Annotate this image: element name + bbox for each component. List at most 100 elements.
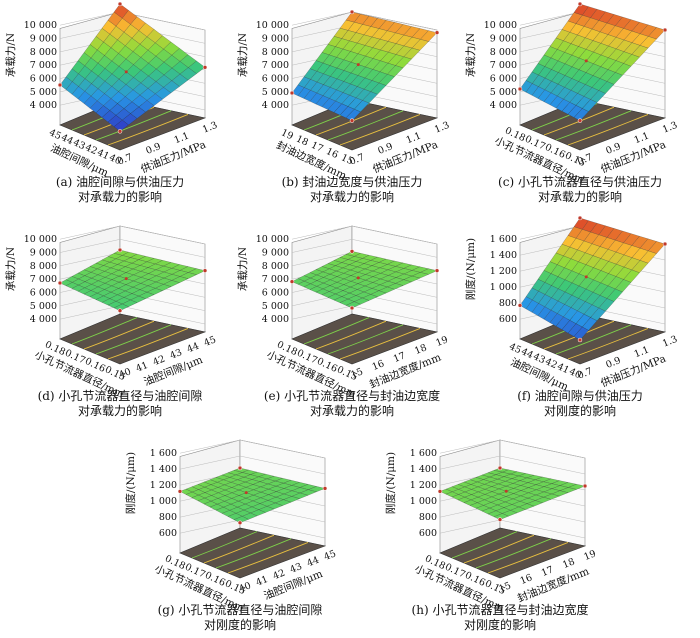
caption-b-line1: (b) 封油边宽度与供油压力 <box>281 175 423 189</box>
ztick-d-1: 5 000 <box>30 301 57 312</box>
ztick-a-0: 4 000 <box>30 100 57 111</box>
ztick-h-2: 1 000 <box>410 496 437 507</box>
center-point-f <box>584 275 588 279</box>
caption-f-line2: 对刚度的影响 <box>543 404 616 418</box>
right-tick-d-2: 42 <box>151 354 166 369</box>
ztick-g-3: 1 200 <box>150 480 177 491</box>
caption-h-line2: 对刚度的影响 <box>463 618 536 632</box>
panel-c: 4 000 5 000 6 000 7 000 8 000 9 000 10 000 承载力/… <box>464 1 679 187</box>
zgrid-left-d-6 <box>59 225 121 240</box>
zgrid-right-h-5 <box>499 439 586 459</box>
ztick-g-2: 1 000 <box>150 496 177 507</box>
floor-contour-g-2 <box>203 534 275 564</box>
surface-d <box>59 249 206 311</box>
right-tick-b-2: 1.1 <box>405 130 423 146</box>
ztick-f-0: 600 <box>499 314 517 325</box>
floor-d <box>59 313 207 365</box>
ztick-b-2: 6 000 <box>262 74 289 85</box>
ztick-c-6: 10 000 <box>484 20 517 31</box>
left-tick-a-4: 41 <box>95 147 111 162</box>
left-tick-b-1: 18 <box>294 133 310 148</box>
ztick-a-4: 8 000 <box>30 47 57 58</box>
ztick-a-2: 6 000 <box>30 74 57 85</box>
surface-h <box>439 467 586 520</box>
right-tick-d-4: 44 <box>185 341 200 356</box>
right-tick-b-0: 0.7 <box>348 152 366 168</box>
center-point-e <box>356 276 360 280</box>
corner-point-d-right <box>202 268 208 273</box>
caption-a-line2: 对承载力的影响 <box>77 190 162 204</box>
corner-point-a-left <box>57 82 63 88</box>
panel-e: 4 000 5 000 6 000 7 000 8 000 9 000 10 000 承载力/… <box>236 225 450 401</box>
floor-contour-e-3 <box>327 324 404 355</box>
caption-f: (f) 油腔间隙与供油压力 对刚度的影响 <box>460 389 700 419</box>
ztick-h-0: 600 <box>419 528 437 539</box>
corner-point-b-left <box>289 90 295 96</box>
zgrid-left-a-6 <box>59 11 121 26</box>
ztick-f-2: 1 000 <box>490 282 517 293</box>
ztick-f-5: 1 600 <box>490 234 517 245</box>
ztick-c-2: 6 000 <box>490 74 517 85</box>
corner-point-e-back <box>349 249 355 254</box>
corner-point-d-left <box>57 280 63 286</box>
right-tick-h-2: 17 <box>540 564 555 579</box>
ztick-e-0: 4 000 <box>262 314 289 325</box>
floor-e <box>291 313 439 365</box>
left-tick-a-2: 43 <box>71 137 87 152</box>
corner-point-b-right <box>434 30 440 35</box>
zgrid-left-h-0 <box>439 519 501 534</box>
ztick-b-6: 10 000 <box>256 20 289 31</box>
floor-contour-h-1 <box>451 531 518 559</box>
zgrid-left-g-5 <box>179 439 241 454</box>
right-tick-a-2: 1.1 <box>173 130 191 146</box>
ztick-d-5: 9 000 <box>30 248 57 259</box>
right-tick-g-2: 42 <box>271 568 286 583</box>
caption-a-line1: (a) 油腔间隙与供油压力 <box>55 175 185 189</box>
corner-point-g-front <box>237 520 243 526</box>
corner-point-d-back <box>117 247 123 253</box>
caption-c-line2: 对承载力的影响 <box>537 190 622 204</box>
corner-point-a-right <box>202 65 208 70</box>
center-point-g <box>244 491 248 495</box>
corner-point-b-back <box>349 9 355 15</box>
zgrid-right-h-0 <box>499 519 586 539</box>
zlabel-f: 刚度/(N/μm) <box>464 238 477 300</box>
right-tick-d-3: 43 <box>168 347 183 362</box>
left-tick-b-2: 17 <box>309 140 325 155</box>
floor-contour-h-3 <box>475 538 552 569</box>
corner-point-e-front <box>349 305 355 311</box>
right-tick-g-0: 40 <box>237 580 252 595</box>
zgrid-left-g-4 <box>179 455 241 470</box>
corner-point-b-front <box>349 118 355 123</box>
surface-c <box>519 3 666 121</box>
zlabel-b: 承载力/N <box>236 33 249 77</box>
floor-contour-c-2 <box>543 106 615 136</box>
right-tick-d-0: 40 <box>117 366 132 381</box>
center-point-h <box>504 489 508 493</box>
corner-point-a-front <box>117 129 123 134</box>
panel-d: 4 000 5 000 6 000 7 000 8 000 9 000 10 000 承载力/… <box>4 225 218 401</box>
ztick-b-0: 4 000 <box>262 100 289 111</box>
caption-b: (b) 封油边宽度与供油压力 对承载力的影响 <box>232 175 472 205</box>
corner-point-h-back <box>497 465 503 471</box>
ztick-e-2: 6 000 <box>262 288 289 299</box>
zlabel-d: 承载力/N <box>4 247 17 291</box>
ztick-g-5: 1 600 <box>150 448 177 459</box>
surface-e <box>291 251 438 309</box>
right-tick-a-0: 0.7 <box>116 152 134 168</box>
surface-b <box>291 11 438 121</box>
floor-contour-a-4 <box>107 113 189 146</box>
ztick-d-4: 8 000 <box>30 261 57 272</box>
caption-b-line2: 对承载力的影响 <box>309 190 394 204</box>
left-tick-a-3: 42 <box>83 142 99 157</box>
right-tick-e-3: 18 <box>413 342 428 357</box>
zgrid-left-e-5 <box>291 239 353 253</box>
ztick-g-4: 1 400 <box>150 464 177 475</box>
corner-point-h-front <box>497 517 503 522</box>
corner-point-c-left <box>517 86 523 92</box>
floor-contour-d-2 <box>83 320 155 350</box>
right-tick-g-4: 44 <box>305 555 320 570</box>
caption-g-line1: (g) 小孔节流器直径与油腔间隙 <box>157 603 323 617</box>
floor-contour-c-4 <box>567 113 649 146</box>
